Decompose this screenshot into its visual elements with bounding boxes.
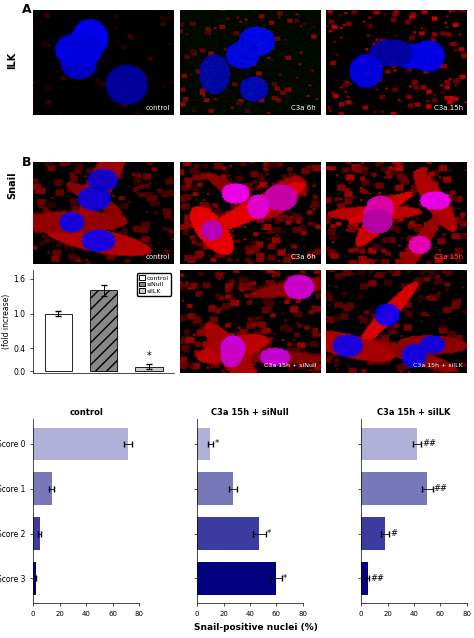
Text: C3a 15h: C3a 15h (434, 105, 463, 111)
Bar (33, 517, 40, 550)
Bar (90, 290, 117, 371)
Text: C3a 6h: C3a 6h (292, 254, 316, 260)
Bar (136, 367, 163, 371)
Bar (361, 473, 427, 505)
Text: C3a 15h: C3a 15h (434, 254, 463, 260)
Title: control: control (69, 408, 103, 417)
Bar (197, 427, 210, 460)
Bar (33, 562, 36, 595)
Text: ##: ## (370, 574, 384, 583)
Bar (361, 427, 417, 460)
Bar (361, 562, 368, 595)
Text: ##: ## (422, 439, 436, 449)
Text: C3a 15h + siNull: C3a 15h + siNull (264, 364, 316, 369)
Legend: control, siNull, siILK: control, siNull, siILK (137, 273, 171, 295)
Text: Snail: Snail (7, 171, 17, 199)
Text: *: * (267, 529, 272, 538)
Title: C3a 15h + siNull: C3a 15h + siNull (211, 408, 289, 417)
Text: *: * (214, 439, 219, 449)
Text: #: # (390, 529, 397, 538)
Y-axis label: ILK mRNA
(fold increase): ILK mRNA (fold increase) (0, 293, 10, 349)
Text: *: * (283, 574, 287, 583)
Bar (197, 562, 276, 595)
Title: C3a 15h + siILK: C3a 15h + siILK (377, 408, 451, 417)
Text: control: control (146, 254, 170, 260)
Bar (197, 517, 259, 550)
Text: A: A (22, 3, 32, 16)
Bar (361, 517, 385, 550)
Bar (197, 473, 233, 505)
Text: C3a 6h: C3a 6h (292, 105, 316, 111)
Text: ##: ## (434, 484, 448, 493)
Text: control: control (146, 105, 170, 111)
Bar (33, 473, 52, 505)
Text: *: * (146, 351, 151, 361)
Bar (45, 313, 72, 371)
Text: C3a 15h + siILK: C3a 15h + siILK (413, 364, 463, 369)
Text: Snail-positive nuclei (%): Snail-positive nuclei (%) (194, 623, 318, 632)
Bar (33, 427, 128, 460)
Text: ILK: ILK (7, 52, 17, 70)
Text: B: B (22, 156, 32, 168)
